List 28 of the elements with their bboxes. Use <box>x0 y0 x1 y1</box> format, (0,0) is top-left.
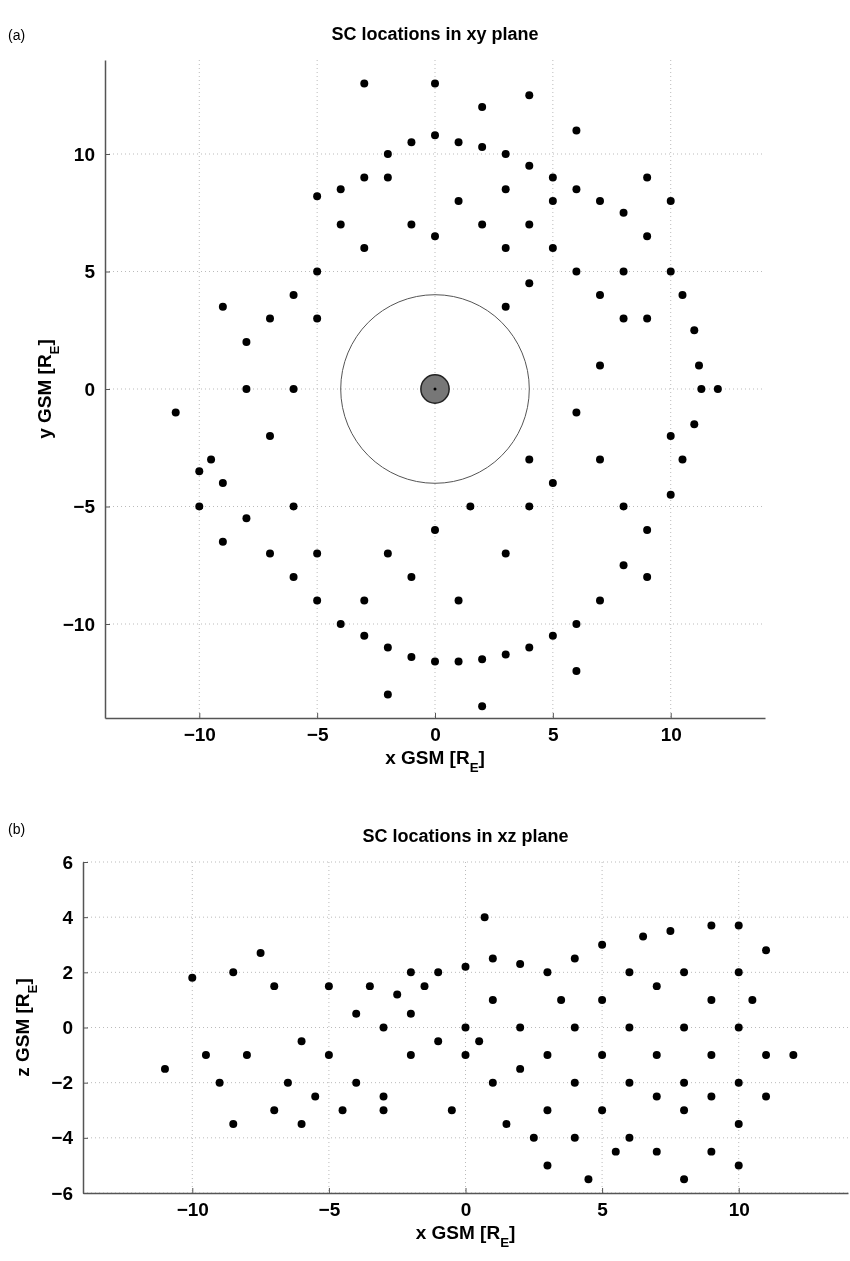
y-tick-label: 6 <box>62 851 73 873</box>
y-tick-label: −10 <box>62 613 95 635</box>
chart-title: SC locations in xy plane <box>331 24 539 44</box>
y-tick-label: 2 <box>62 961 73 983</box>
x-tick-label: 10 <box>660 724 682 746</box>
x-tick-label: 10 <box>728 1199 750 1221</box>
y-tick-label: 10 <box>73 143 95 165</box>
y-tick-label: 4 <box>62 906 74 928</box>
x-tick-label: 5 <box>548 724 560 746</box>
y-tick-label: 0 <box>84 378 95 400</box>
x-tick-label: −5 <box>318 1199 341 1221</box>
y-tick-label: −4 <box>51 1127 74 1149</box>
y-tick-label: 0 <box>62 1017 73 1039</box>
text: (a) <box>8 27 26 43</box>
x-tick-label: −10 <box>176 1199 209 1221</box>
y-tick-label: −2 <box>51 1072 73 1094</box>
y-tick-label: 5 <box>84 261 96 283</box>
x-tick-label: 5 <box>597 1199 609 1221</box>
chart-title: SC locations in xz plane <box>362 826 569 846</box>
x-tick-label: 0 <box>430 724 441 746</box>
y-tick-label: −5 <box>73 496 96 518</box>
text: (b) <box>8 821 26 837</box>
x-tick-label: −10 <box>183 724 216 746</box>
x-tick-label: −5 <box>306 724 329 746</box>
y-tick-label: −6 <box>51 1182 73 1204</box>
x-axis-title: x GSM [R$_{E}$] <box>385 747 485 775</box>
x-axis-title: x GSM [R$_{E}$] <box>415 1222 516 1250</box>
x-tick-label: 0 <box>460 1199 472 1221</box>
